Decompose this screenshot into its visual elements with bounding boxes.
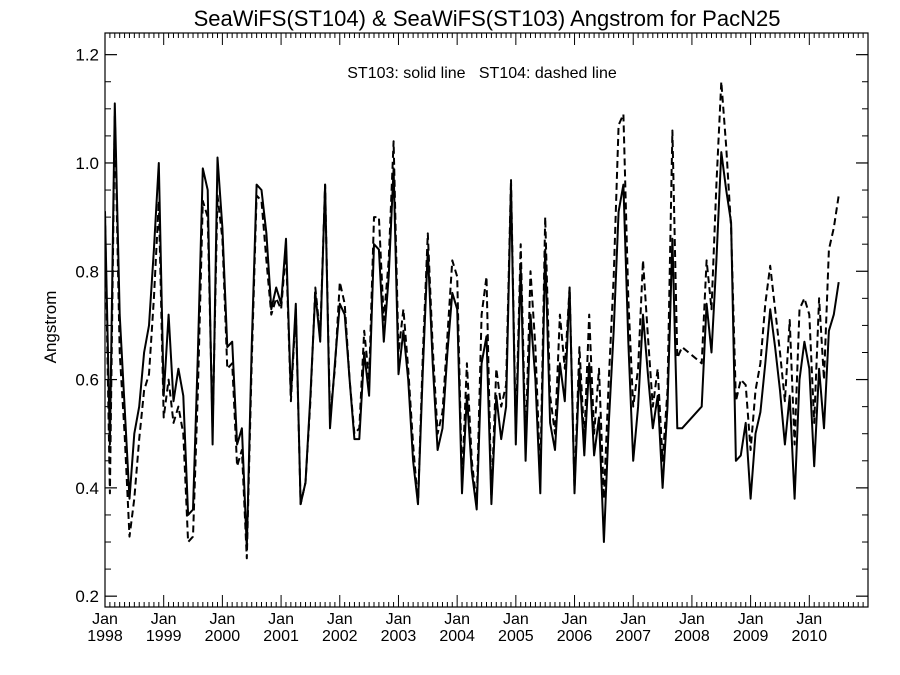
x-tick-year-label: 2010 xyxy=(792,628,828,645)
plot-frame xyxy=(104,32,869,608)
x-tick-year-label: 2000 xyxy=(205,628,241,645)
y-tick-label: 0.4 xyxy=(75,479,99,498)
x-tick-month-label: Jan xyxy=(679,611,705,628)
series-layer xyxy=(105,80,840,560)
x-tick-year-label: 2007 xyxy=(615,628,651,645)
y-axis-label: Angstrom xyxy=(41,291,60,364)
x-tick-month-label: Jan xyxy=(620,611,646,628)
x-tick-month-label: Jan xyxy=(92,611,118,628)
y-tick-label: 0.8 xyxy=(75,262,99,281)
y-tick-label: 1.0 xyxy=(75,154,99,173)
y-tick-label: 0.6 xyxy=(75,371,99,390)
x-tick-month-label: Jan xyxy=(562,611,588,628)
x-tick-month-label: Jan xyxy=(268,611,294,628)
x-tick-month-label: Jan xyxy=(738,611,764,628)
x-tick-month-label: Jan xyxy=(796,611,822,628)
x-tick-year-label: 2009 xyxy=(733,628,769,645)
x-axis-ticks: Jan1998Jan1999Jan2000Jan2001Jan2002Jan20… xyxy=(87,33,869,645)
x-tick-year-label: 2001 xyxy=(263,628,299,645)
x-tick-year-label: 2005 xyxy=(498,628,534,645)
y-axis-ticks: 0.2 0.4 0.6 0.8 1.0 1.2 xyxy=(75,46,868,606)
x-tick-year-label: 2008 xyxy=(674,628,710,645)
x-tick-month-label: Jan xyxy=(327,611,353,628)
x-tick-month-label: Jan xyxy=(151,611,177,628)
x-tick-year-label: 2004 xyxy=(439,628,475,645)
chart-title: SeaWiFS(ST104) & SeaWiFS(ST103) Angstrom… xyxy=(194,6,781,31)
x-tick-month-label: Jan xyxy=(209,611,235,628)
y-tick-label: 1.2 xyxy=(75,46,99,65)
x-tick-year-label: 2002 xyxy=(322,628,358,645)
x-tick-year-label: 1998 xyxy=(87,628,123,645)
y-tick-label: 0.2 xyxy=(75,587,99,606)
line-style-annotation: ST103: solid line ST104: dashed line xyxy=(347,65,617,82)
x-tick-month-label: Jan xyxy=(444,611,470,628)
series-line-st104 xyxy=(105,80,840,560)
x-tick-month-label: Jan xyxy=(386,611,412,628)
x-tick-month-label: Jan xyxy=(503,611,529,628)
x-tick-year-label: 2006 xyxy=(557,628,593,645)
x-tick-year-label: 1999 xyxy=(146,628,182,645)
x-tick-year-label: 2003 xyxy=(381,628,417,645)
series-line-st103 xyxy=(105,102,840,549)
